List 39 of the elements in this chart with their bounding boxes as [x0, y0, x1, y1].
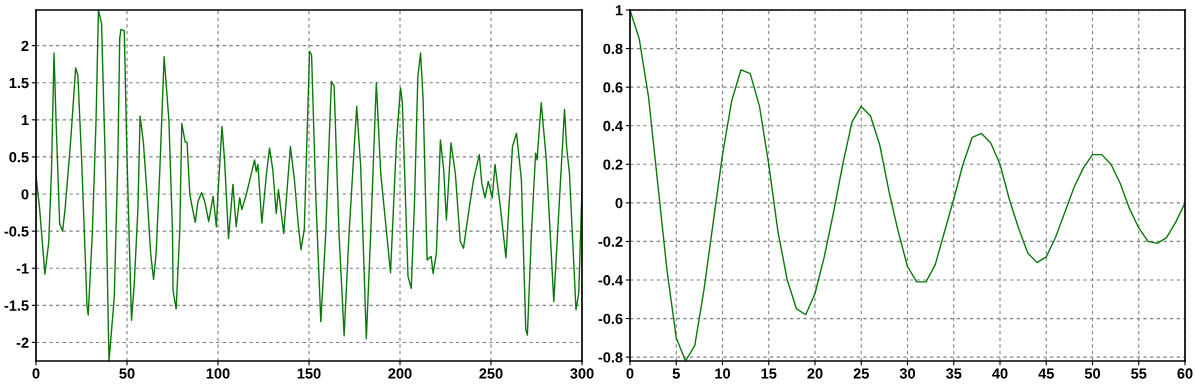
x-tick-label: 30: [899, 368, 916, 379]
x-tick-label: 50: [119, 368, 135, 379]
x-tick-label: 0: [626, 368, 634, 379]
y-tick-label: 0.8: [603, 43, 623, 54]
y-tick-label: -2: [16, 337, 29, 348]
y-tick-label: 0.2: [603, 159, 623, 170]
x-tick-label: 60: [1177, 368, 1193, 379]
x-tick-label: 0: [32, 368, 40, 379]
y-tick-label: 0.6: [603, 82, 623, 93]
x-tick-label: 100: [206, 368, 230, 379]
x-tick-label: 55: [1131, 368, 1147, 379]
x-tick-label: 5: [672, 368, 680, 379]
y-tick-label: -0.5: [4, 226, 29, 237]
x-tick-label: 150: [297, 368, 321, 379]
y-tick-label: -0.8: [598, 352, 623, 363]
x-tick-label: 20: [807, 368, 823, 379]
x-tick-label: 25: [853, 368, 869, 379]
x-tick-label: 300: [570, 368, 594, 379]
y-tick-label: 1: [615, 5, 623, 16]
y-tick-label: 0.5: [9, 152, 29, 163]
x-tick-label: 15: [761, 368, 777, 379]
y-tick-label: -0.6: [598, 313, 623, 324]
x-tick-label: 200: [388, 368, 412, 379]
y-tick-label: 2: [21, 40, 29, 51]
y-tick-label: 0: [615, 197, 623, 209]
y-tick-label: -0.4: [598, 275, 623, 286]
y-tick-label: -1.5: [4, 300, 29, 311]
y-tick-label: 1.5: [9, 77, 29, 89]
x-tick-label: 10: [715, 368, 731, 379]
y-tick-label: -1: [16, 263, 29, 274]
x-tick-label: 250: [479, 368, 503, 379]
x-tick-label: 50: [1084, 368, 1101, 379]
y-tick-label: 0.4: [603, 120, 623, 132]
y-tick-label: 0: [21, 189, 29, 200]
x-tick-label: 45: [1038, 368, 1054, 379]
y-tick-label: 1: [21, 115, 29, 126]
x-tick-label: 35: [945, 368, 962, 379]
y-tick-label: -0.2: [598, 236, 623, 247]
x-tick-label: 40: [992, 368, 1008, 379]
